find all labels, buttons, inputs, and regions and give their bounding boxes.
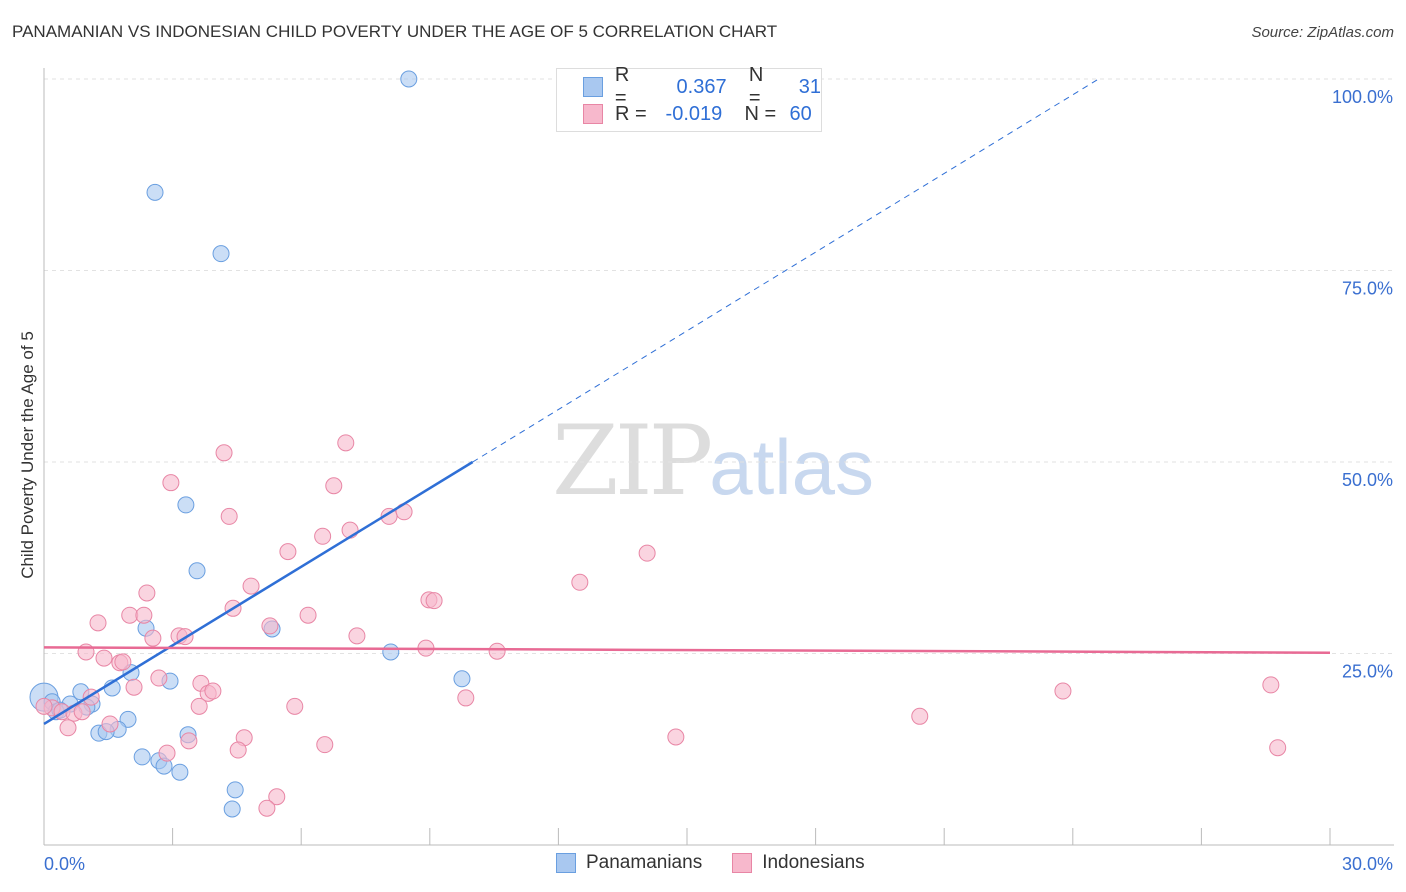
x-tick-label: 30.0% — [1342, 854, 1393, 874]
indonesian-point — [125, 678, 143, 696]
indonesian-point — [204, 682, 222, 700]
source-label: Source: ZipAtlas.com — [1251, 24, 1394, 41]
panamanian-point — [453, 670, 471, 688]
r-value: -0.019 — [665, 102, 723, 125]
indonesian-point — [286, 697, 304, 715]
indonesian-point — [242, 577, 260, 595]
indonesian-point — [348, 627, 366, 645]
panamanian-point — [223, 800, 241, 818]
watermark-zip: ZIP — [552, 405, 713, 517]
indonesian-point — [325, 477, 343, 495]
indonesian-point — [220, 507, 238, 525]
indonesian-point — [911, 707, 929, 725]
indonesian-point — [299, 606, 317, 624]
indonesian-point — [316, 736, 334, 754]
panamanian-trend-extension — [472, 78, 1099, 463]
indonesian-point — [1262, 676, 1280, 694]
series-legend: Panamanians Indonesians — [556, 852, 895, 874]
r-value: 0.367 — [676, 75, 727, 98]
indonesian-point — [89, 614, 107, 632]
indonesian-point — [261, 617, 279, 635]
pink-swatch — [583, 104, 603, 124]
indonesian-point — [1054, 682, 1072, 700]
y-tick-label: 50.0% — [1342, 470, 1393, 490]
indonesian-point — [158, 744, 176, 762]
indonesian-point — [457, 689, 475, 707]
legend-row-indonesians: R = -0.019 N = 60 — [583, 102, 812, 126]
n-value: 31 — [798, 75, 821, 98]
indonesian-point — [73, 703, 91, 721]
indonesian-point — [35, 697, 53, 715]
indonesian-trend-line — [43, 646, 1331, 654]
indonesian-point — [114, 653, 132, 671]
indonesian-point — [314, 527, 332, 545]
r-label: R = — [614, 64, 630, 109]
watermark-atlas: atlas — [709, 423, 874, 511]
indonesian-point — [150, 669, 168, 687]
indonesian-point — [95, 649, 113, 667]
pink-swatch — [732, 853, 753, 873]
n-label: N = — [748, 64, 764, 109]
indonesian-point — [135, 606, 153, 624]
indonesian-point — [268, 788, 286, 806]
blue-swatch — [583, 77, 603, 97]
indonesian-point — [229, 741, 247, 759]
indonesian-point — [638, 544, 656, 562]
legend-label: Panamanians — [586, 852, 703, 873]
stats-legend: R = 0.367 N = 31 R = -0.019 N = 60 — [556, 64, 822, 132]
panamanian-trend-line — [43, 460, 474, 726]
x-tick-label: 0.0% — [44, 854, 85, 874]
indonesian-point — [190, 697, 208, 715]
panamanian-point — [177, 496, 195, 514]
blue-swatch — [556, 853, 576, 873]
indonesian-point — [101, 715, 119, 733]
legend-row-panamanians: R = 0.367 N = 31 — [583, 64, 821, 109]
y-tick-label: 100.0% — [1332, 87, 1393, 107]
indonesian-point — [571, 573, 589, 591]
indonesian-point — [138, 584, 156, 602]
r-label: R = — [615, 102, 647, 125]
legend-label: Indonesians — [762, 852, 865, 873]
indonesian-point — [488, 642, 506, 660]
legend-item-indonesians[interactable]: Indonesians — [732, 852, 865, 874]
y-tick-label: 75.0% — [1342, 279, 1393, 299]
panamanian-point — [146, 183, 164, 201]
indonesian-point — [180, 732, 198, 750]
chart-title: PANAMANIAN VS INDONESIAN CHILD POVERTY U… — [12, 22, 778, 41]
panamanian-point — [188, 562, 206, 580]
indonesian-point — [337, 434, 355, 452]
panamanian-point — [171, 763, 189, 781]
panamanian-point — [212, 245, 230, 263]
indonesian-point — [425, 592, 443, 610]
indonesian-point — [1269, 739, 1287, 757]
indonesian-point — [279, 543, 297, 561]
n-value: 60 — [789, 102, 812, 125]
indonesian-point — [121, 606, 139, 624]
indonesian-point — [258, 799, 276, 817]
n-label: N = — [744, 102, 777, 125]
indonesian-point — [215, 444, 233, 462]
y-tick-label: 25.0% — [1342, 662, 1393, 682]
panamanian-point — [400, 70, 418, 88]
indonesian-point — [380, 507, 398, 525]
watermark: ZIPatlas — [552, 405, 874, 517]
indonesian-point — [162, 474, 180, 492]
panamanian-point — [382, 643, 400, 661]
indonesian-point — [667, 728, 685, 746]
panamanian-point — [133, 748, 151, 766]
legend-item-panamanians[interactable]: Panamanians — [556, 852, 702, 874]
panamanian-point — [226, 781, 244, 799]
indonesian-point — [59, 719, 77, 737]
indonesian-point — [144, 629, 162, 647]
